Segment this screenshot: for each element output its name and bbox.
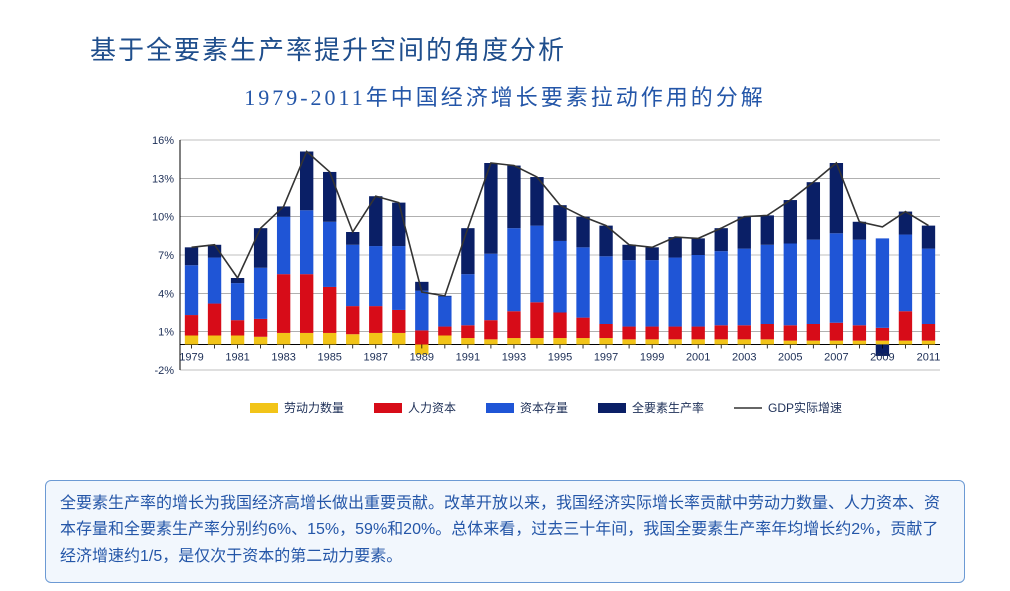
svg-text:2001: 2001 bbox=[686, 351, 710, 363]
svg-text:1985: 1985 bbox=[317, 351, 341, 363]
svg-text:1979: 1979 bbox=[179, 351, 203, 363]
svg-text:1987: 1987 bbox=[364, 351, 388, 363]
page-heading: 基于全要素生产率提升空间的角度分析 bbox=[90, 30, 566, 67]
svg-text:1989: 1989 bbox=[410, 351, 434, 363]
svg-text:2011: 2011 bbox=[917, 351, 941, 363]
svg-text:1993: 1993 bbox=[502, 351, 526, 363]
svg-text:资本存量: 资本存量 bbox=[520, 401, 568, 415]
chart-svg: -2% 1% 4% 7% 10% 13% 16% 1979 1981 1983 1985 1987 19… bbox=[130, 120, 950, 440]
svg-text:7%: 7% bbox=[158, 250, 174, 262]
svg-text:2005: 2005 bbox=[778, 351, 802, 363]
svg-text:1995: 1995 bbox=[548, 351, 572, 363]
svg-text:10%: 10% bbox=[152, 212, 174, 224]
svg-text:1991: 1991 bbox=[456, 351, 480, 363]
svg-text:1981: 1981 bbox=[225, 351, 249, 363]
svg-text:1999: 1999 bbox=[640, 351, 664, 363]
svg-text:16%: 16% bbox=[152, 135, 174, 147]
svg-text:13%: 13% bbox=[152, 173, 174, 185]
svg-text:2007: 2007 bbox=[824, 351, 848, 363]
svg-text:1983: 1983 bbox=[271, 351, 295, 363]
footnote-box: 全要素生产率的增长为我国经济高增长做出重要贡献。改革开放以来，我国经济实际增长率… bbox=[45, 480, 965, 583]
footnote-text: 全要素生产率的增长为我国经济高增长做出重要贡献。改革开放以来，我国经济实际增长率… bbox=[60, 495, 940, 565]
svg-text:-2%: -2% bbox=[154, 365, 174, 377]
svg-text:4%: 4% bbox=[158, 288, 174, 300]
svg-text:2003: 2003 bbox=[732, 351, 756, 363]
svg-text:1997: 1997 bbox=[594, 351, 618, 363]
chart-title: 1979-2011年中国经济增长要素拉动作用的分解 bbox=[0, 80, 1010, 112]
svg-text:2009: 2009 bbox=[870, 351, 894, 363]
stacked-bar-chart: -2% 1% 4% 7% 10% 13% 16% 1979 1981 1983 1985 1987 19… bbox=[130, 120, 950, 440]
svg-text:人力资本: 人力资本 bbox=[408, 401, 456, 415]
svg-text:劳动力数量: 劳动力数量 bbox=[284, 400, 344, 415]
svg-text:GDP实际增速: GDP实际增速 bbox=[768, 400, 842, 415]
svg-text:全要素生产率: 全要素生产率 bbox=[632, 400, 704, 415]
svg-text:1%: 1% bbox=[158, 327, 174, 339]
